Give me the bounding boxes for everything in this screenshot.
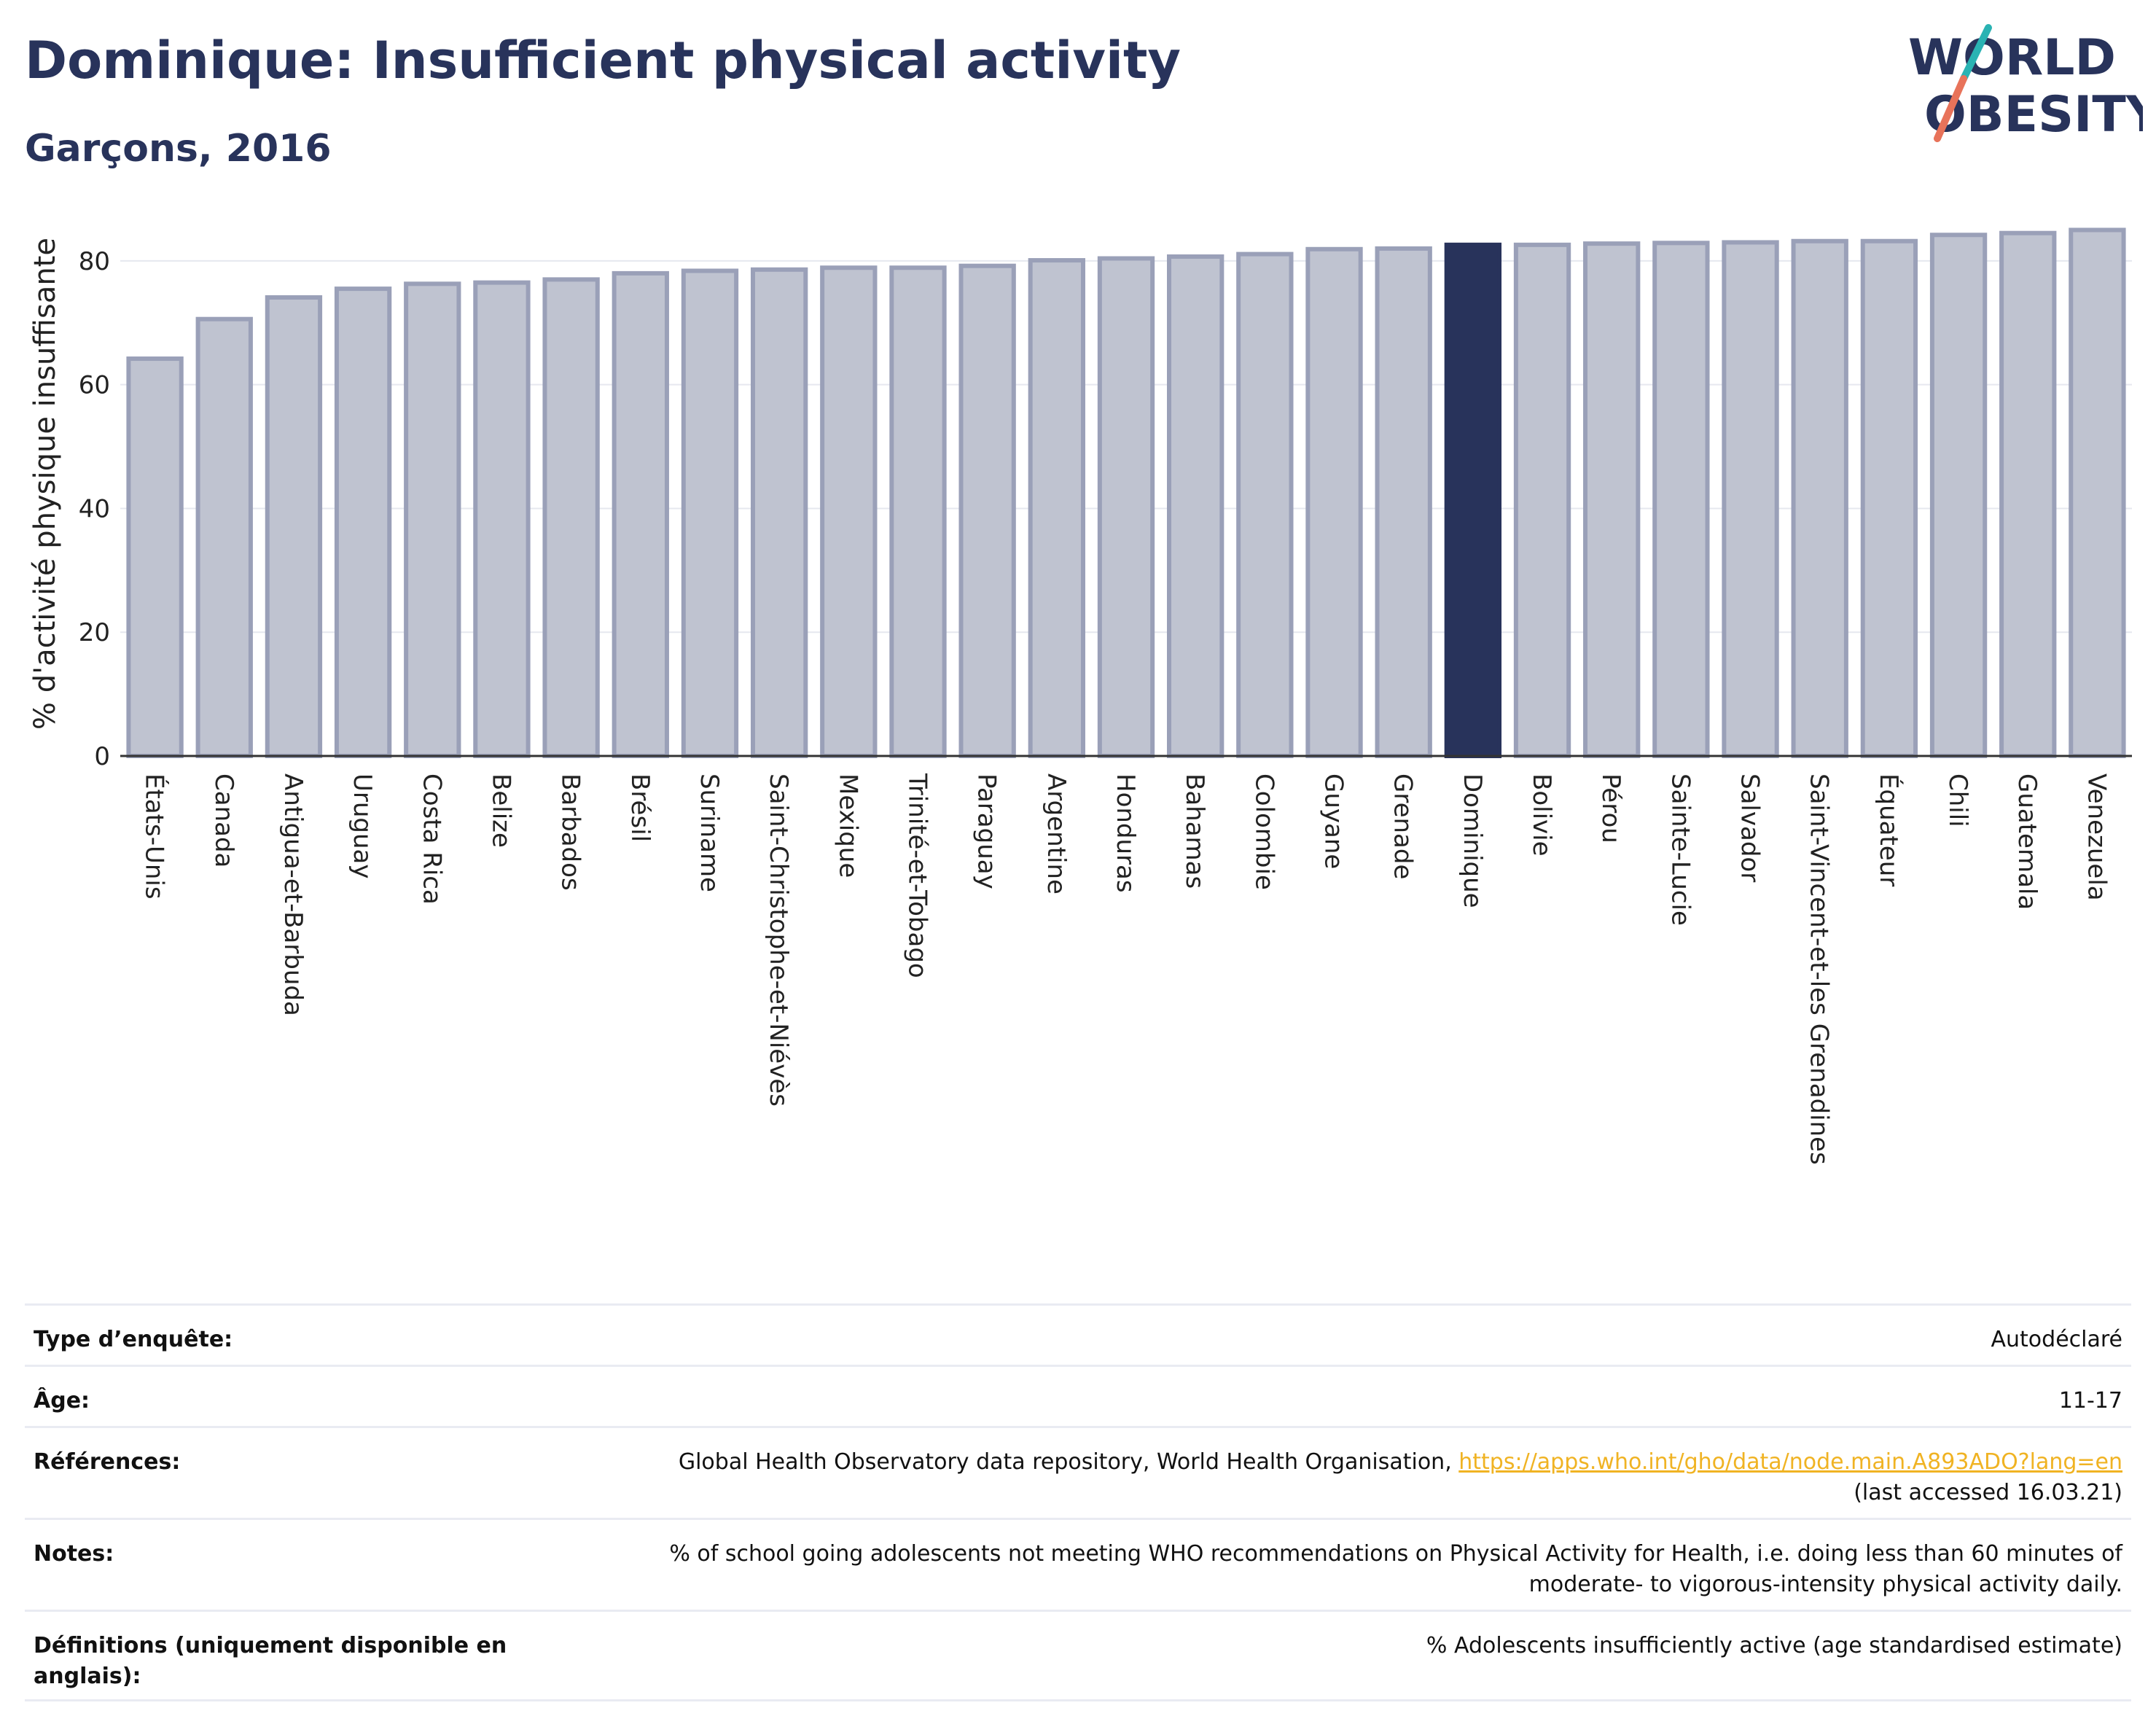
bar	[1860, 238, 1918, 758]
bar	[889, 265, 947, 759]
logo-slash-teal	[1960, 24, 1992, 82]
x-tick-label: Bahamas	[1180, 773, 1209, 889]
x-tick-label: Mexique	[833, 773, 862, 878]
bar	[958, 263, 1016, 758]
y-axis-title: % d'activité physique insuffisante	[28, 238, 62, 730]
info-row-references: Références: Global Health Observatory da…	[25, 1426, 2131, 1518]
references-link[interactable]: https://apps.who.int/gho/data/node.main.…	[1458, 1449, 2122, 1475]
info-row-notes: Notes: % of school going adolescents not…	[25, 1518, 2131, 1610]
x-tick-label: Antigua-et-Barbuda	[278, 773, 308, 1016]
x-tick-label: Paraguay	[972, 773, 1001, 889]
definitions-label: Définitions (uniquement disponible en an…	[34, 1633, 507, 1689]
bar	[1583, 241, 1641, 758]
info-table: Type d’enquête: Autodéclaré Âge: 11-17 R…	[25, 1303, 2131, 1701]
notes-value: % of school going adolescents not meetin…	[669, 1539, 2122, 1600]
bar	[1722, 240, 1779, 759]
x-tick-label: Canada	[209, 773, 238, 868]
bar	[1167, 254, 1225, 759]
x-tick-label: Sainte-Lucie	[1665, 773, 1695, 926]
bar	[1999, 230, 2057, 759]
y-tick-label: 20	[79, 618, 110, 647]
page-title: Dominique: Insufficient physical activit…	[25, 31, 1181, 90]
x-tick-label: Saint-Vincent-et-les Grenadines	[1805, 773, 1834, 1165]
x-tick-label: Belize	[486, 773, 515, 848]
bar	[750, 267, 808, 759]
references-label: Références:	[34, 1449, 181, 1475]
y-tick-label: 80	[79, 247, 110, 276]
info-row-survey-type: Type d’enquête: Autodéclaré	[25, 1303, 2131, 1365]
bar	[1375, 246, 1432, 758]
bar	[1236, 252, 1294, 758]
references-text: Global Health Observatory data repositor…	[678, 1449, 1459, 1475]
bar	[820, 265, 878, 759]
x-tick-label: Venezuela	[2082, 773, 2111, 901]
bar	[1791, 238, 1848, 758]
bar	[612, 270, 669, 759]
world-obesity-logo: WORLD OBESITY	[1908, 24, 2143, 144]
bar	[334, 286, 392, 758]
x-tick-label: Argentine	[1042, 773, 1071, 894]
x-tick-label: Saint-Christophe-et-Niévès	[764, 773, 793, 1107]
logo-line-1: WORLD	[1908, 29, 2116, 87]
bars	[126, 227, 2126, 759]
bar	[195, 316, 253, 758]
bar	[404, 281, 461, 759]
notes-line-2: moderate- to vigorous-intensity physical…	[1528, 1572, 2122, 1597]
bar	[1652, 241, 1710, 758]
x-tick-label: Salvador	[1735, 773, 1765, 882]
x-tick-label: Grenade	[1388, 773, 1418, 879]
logo-slash-coral	[1934, 75, 1967, 142]
references-accessed: (last accessed 16.03.21)	[1854, 1480, 2122, 1505]
bar	[1097, 256, 1155, 759]
survey-type-label: Type d’enquête:	[34, 1327, 233, 1352]
info-row-age: Âge: 11-17	[25, 1365, 2131, 1426]
bar	[2069, 227, 2126, 759]
survey-type-value: Autodéclaré	[1991, 1327, 2123, 1352]
logo-line-2: OBESITY	[1924, 86, 2143, 144]
y-tick-labels: 0 20 40 60 80	[79, 247, 110, 771]
x-tick-label: Honduras	[1111, 773, 1140, 893]
x-tick-labels: États-Unis Canada Antigua-et-Barbuda Urugua…	[140, 773, 2112, 1165]
x-tick-label: Suriname	[695, 773, 724, 892]
info-row-definitions: Définitions (uniquement disponible en an…	[25, 1610, 2131, 1701]
y-tick-label: 40	[79, 494, 110, 523]
x-tick-label: États-Unis	[140, 773, 170, 900]
bar	[1929, 233, 1988, 758]
bar	[265, 295, 323, 758]
x-tick-label: Bolivie	[1527, 773, 1556, 857]
x-tick-label: Brésil	[625, 773, 655, 842]
x-tick-label: Pérou	[1596, 773, 1625, 843]
page-subtitle: Garçons, 2016	[25, 127, 332, 171]
x-tick-label: Colombie	[1249, 773, 1278, 890]
x-tick-label: Guatemala	[2012, 773, 2042, 910]
bar	[1305, 246, 1363, 758]
bar	[126, 356, 184, 758]
bar	[1513, 242, 1571, 759]
bar-chart: 0 20 40 60 80 États-Unis Canada Antigua-et-Bar…	[28, 227, 2132, 1165]
x-tick-label: Équateur	[1874, 773, 1904, 886]
notes-label: Notes:	[34, 1541, 114, 1567]
age-label: Âge:	[34, 1388, 90, 1414]
x-tick-label: Guyane	[1319, 773, 1348, 869]
x-tick-label: Uruguay	[348, 773, 377, 879]
bar	[681, 268, 739, 758]
y-tick-label: 60	[79, 371, 110, 400]
age-value: 11-17	[2058, 1388, 2122, 1414]
bar	[542, 277, 600, 758]
x-tick-label: Trinité-et-Tobago	[902, 773, 931, 978]
x-tick-label: Chili	[1943, 773, 1972, 827]
bar	[473, 280, 531, 758]
x-tick-label: Barbados	[556, 773, 585, 891]
bar-highlighted	[1444, 242, 1502, 759]
bar	[1028, 258, 1085, 758]
notes-line-1: % of school going adolescents not meetin…	[669, 1541, 2122, 1567]
definitions-value: % Adolescents insufficiently active (age…	[1426, 1633, 2122, 1658]
references-value: Global Health Observatory data repositor…	[679, 1447, 2122, 1508]
y-tick-label: 0	[94, 742, 110, 771]
x-tick-label: Dominique	[1458, 773, 1487, 908]
x-tick-label: Costa Rica	[417, 773, 446, 905]
